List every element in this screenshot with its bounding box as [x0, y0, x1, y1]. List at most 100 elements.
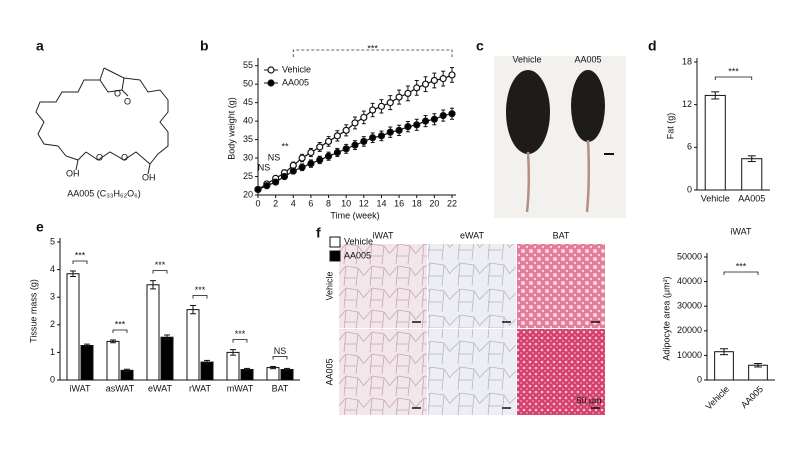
data-point — [430, 76, 438, 85]
chart-title: iWAT — [731, 226, 752, 236]
column-label: iWAT — [373, 230, 394, 240]
legend-label: AA005 — [282, 77, 309, 87]
legend-label: Vehicle — [282, 64, 311, 74]
data-point — [254, 185, 262, 194]
significance-label: *** — [367, 43, 378, 53]
significance-bracket — [192, 295, 208, 299]
x-tick-label: Vehicle — [703, 384, 731, 412]
atom: OH — [142, 172, 156, 182]
micrograph — [339, 244, 427, 328]
y-tick-label: 25 — [243, 171, 253, 181]
bar — [741, 158, 763, 191]
y-tick-label: 55 — [243, 60, 253, 70]
bar — [200, 361, 214, 381]
data-point — [360, 113, 368, 122]
data-point — [395, 93, 403, 101]
atom: O — [114, 88, 121, 98]
bar — [106, 340, 120, 381]
x-axis-label: Time (week) — [330, 210, 379, 220]
row-label: AA005 — [324, 358, 334, 385]
atom: O — [121, 152, 128, 162]
x-tick-label: 14 — [376, 198, 386, 208]
y-tick-label: 30 — [243, 152, 253, 162]
y-tick-label: 40 — [243, 115, 253, 125]
data-point — [421, 117, 430, 125]
x-tick-label: Vehicle — [701, 193, 730, 203]
photo-label: Vehicle — [512, 54, 541, 64]
data-point — [439, 111, 447, 120]
data-point — [421, 80, 430, 88]
data-point — [413, 84, 421, 92]
bar — [714, 351, 734, 381]
data-point — [333, 132, 341, 140]
bar — [146, 284, 160, 381]
x-tick-label: 16 — [394, 198, 404, 208]
bar — [226, 351, 240, 381]
data-point — [386, 99, 394, 107]
y-tick-label: 0 — [50, 374, 55, 384]
mouse — [571, 70, 605, 142]
y-axis-label: Fat (g) — [665, 113, 675, 140]
significance-bracket — [723, 271, 759, 275]
significance-label: NS — [274, 346, 287, 356]
significance-label: *** — [728, 66, 739, 76]
x-tick-label: rWAT — [189, 383, 211, 393]
significance-label: *** — [235, 329, 246, 339]
column-label: BAT — [553, 230, 570, 240]
y-tick-label: 30000 — [677, 301, 702, 311]
micrograph — [517, 244, 605, 328]
y-tick-label: 50000 — [677, 251, 702, 261]
x-tick-label: BAT — [272, 383, 289, 393]
data-point — [404, 89, 412, 98]
y-tick-label: 5 — [50, 236, 55, 246]
y-axis-label: Adipocyte area (μm²) — [661, 276, 671, 360]
scale-bars — [412, 321, 600, 409]
data-point — [351, 119, 359, 127]
legend-swatch — [329, 236, 341, 248]
data-point — [298, 154, 306, 162]
bar — [66, 273, 80, 381]
significance-bracket — [112, 329, 128, 333]
mouse — [506, 70, 550, 154]
significance-label: NS — [258, 162, 271, 172]
y-tick-label: 0 — [697, 374, 702, 384]
legend-marker — [267, 66, 275, 74]
x-tick-label: AA005 — [738, 193, 765, 203]
bond — [35, 79, 100, 161]
data-point — [342, 126, 350, 134]
x-tick-label: mWAT — [227, 383, 254, 393]
panel-label: c — [476, 38, 484, 54]
data-point — [324, 152, 333, 160]
histology: iWAT eWAT BAT Vehicle AA005 50 μm — [324, 230, 605, 415]
micrograph — [517, 329, 605, 415]
y-tick-label: 6 — [687, 142, 692, 152]
y-tick-label: 3 — [50, 292, 55, 302]
x-tick-label: AA005 — [739, 384, 765, 410]
bar — [266, 367, 280, 381]
y-tick-label: 12 — [682, 99, 692, 109]
significance-label: *** — [75, 250, 86, 260]
micrograph — [339, 329, 427, 415]
y-axis-label: Body weight (g) — [226, 97, 236, 160]
data-point — [430, 115, 438, 123]
significance-label: *** — [155, 260, 166, 270]
column-label: eWAT — [460, 230, 485, 240]
data-point — [448, 71, 456, 79]
scale-label: 50 μm — [576, 395, 601, 405]
micrograph — [428, 329, 516, 415]
significance-label: ** — [281, 141, 289, 151]
legend-marker — [267, 79, 275, 87]
panel-labels: a b c d e f — [36, 38, 657, 241]
x-tick-label: 18 — [412, 198, 422, 208]
legend-label: AA005 — [344, 250, 371, 260]
data-point — [316, 143, 324, 151]
significance-label: *** — [736, 261, 747, 271]
tail — [585, 139, 591, 213]
data-point — [280, 172, 289, 181]
data-point — [298, 163, 306, 171]
x-tick-label: asWAT — [106, 383, 135, 393]
bar — [160, 336, 174, 381]
data-point — [369, 134, 377, 142]
